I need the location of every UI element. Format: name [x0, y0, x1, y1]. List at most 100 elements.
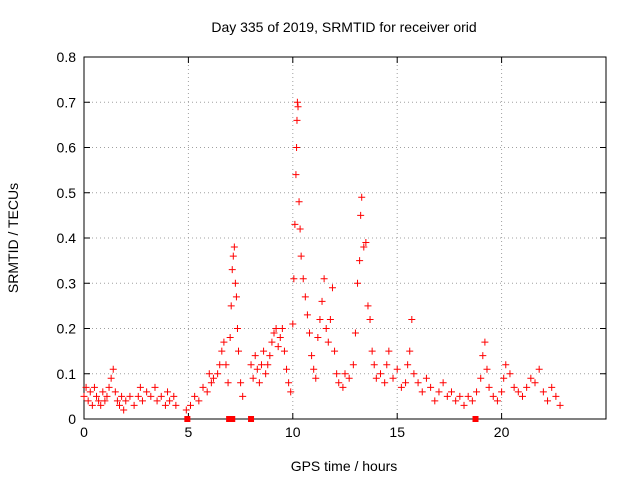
data-point — [370, 361, 378, 369]
data-point — [362, 239, 370, 247]
data-point — [294, 103, 302, 111]
data-point — [257, 361, 265, 369]
data-point — [385, 347, 393, 355]
data-point — [253, 365, 261, 373]
data-point — [122, 397, 130, 405]
data-point — [506, 370, 514, 378]
data-point — [99, 388, 107, 396]
data-point — [354, 279, 362, 287]
data-point — [372, 374, 380, 382]
data-point — [316, 315, 324, 323]
data-point — [293, 98, 301, 106]
data-point — [138, 397, 146, 405]
y-tick-label: 0.1 — [57, 366, 77, 382]
data-point — [255, 379, 263, 387]
data-point — [510, 383, 518, 391]
data-point — [226, 334, 234, 342]
data-point — [84, 397, 92, 405]
data-point — [287, 388, 295, 396]
data-point — [170, 392, 178, 400]
data-point — [191, 392, 199, 400]
data-point — [195, 397, 203, 405]
data-point — [292, 171, 300, 179]
data-point — [182, 406, 190, 414]
data-point — [266, 352, 274, 360]
data-point — [134, 392, 142, 400]
data-point — [427, 383, 435, 391]
data-point — [207, 379, 215, 387]
y-tick-label: 0.5 — [57, 185, 77, 201]
data-point — [456, 392, 464, 400]
data-point — [414, 379, 422, 387]
data-point — [143, 388, 151, 396]
data-point — [397, 383, 405, 391]
data-point — [523, 383, 531, 391]
data-point — [531, 379, 539, 387]
data-point — [247, 361, 255, 369]
data-point — [199, 383, 207, 391]
data-point — [109, 365, 117, 373]
data-point — [285, 379, 293, 387]
data-point — [358, 193, 366, 201]
data-point — [544, 397, 552, 405]
data-point — [205, 370, 213, 378]
data-point — [220, 338, 228, 346]
data-point — [514, 388, 522, 396]
data-point — [431, 397, 439, 405]
data-point — [151, 383, 159, 391]
data-point — [161, 401, 169, 409]
data-point — [393, 365, 401, 373]
data-point — [111, 388, 119, 396]
data-point — [126, 392, 134, 400]
y-axis-label: SRMTID / TECUs — [5, 183, 21, 293]
data-point — [498, 388, 506, 396]
data-point — [489, 392, 497, 400]
data-point — [360, 243, 368, 251]
data-point — [172, 401, 180, 409]
data-point — [231, 279, 239, 287]
data-point — [410, 370, 418, 378]
chart-title: Day 335 of 2019, SRMTID for receiver ori… — [211, 19, 476, 35]
data-point — [97, 401, 105, 409]
data-point — [404, 361, 412, 369]
data-point — [331, 347, 339, 355]
data-point — [301, 293, 309, 301]
x-tick-label: 20 — [494, 424, 510, 440]
data-point — [493, 397, 501, 405]
data-point — [147, 392, 155, 400]
data-point — [443, 392, 451, 400]
data-point — [270, 329, 278, 337]
data-point — [548, 383, 556, 391]
data-points — [80, 98, 564, 422]
data-point — [136, 383, 144, 391]
data-point — [260, 347, 268, 355]
data-point — [318, 297, 326, 305]
data-point — [228, 266, 236, 274]
data-point — [535, 365, 543, 373]
x-tick-label: 0 — [80, 424, 88, 440]
data-point — [447, 388, 455, 396]
x-axis-ticks: 0 5 10 15 20 — [80, 57, 510, 440]
x-tick-label: 5 — [185, 424, 193, 440]
data-point — [339, 383, 347, 391]
data-point — [216, 361, 224, 369]
y-tick-label: 0 — [68, 411, 76, 427]
zero-marker-point — [184, 416, 191, 422]
data-point — [230, 243, 238, 251]
data-point — [368, 347, 376, 355]
data-point — [473, 388, 481, 396]
data-point — [86, 388, 94, 396]
data-point — [418, 388, 426, 396]
data-point — [479, 352, 487, 360]
data-point — [101, 397, 109, 405]
data-point — [227, 302, 235, 310]
data-point — [345, 374, 353, 382]
data-point — [80, 392, 88, 400]
data-point — [381, 379, 389, 387]
data-point — [485, 383, 493, 391]
zero-marker-point — [248, 416, 255, 422]
data-point — [389, 374, 397, 382]
data-point — [402, 379, 410, 387]
data-point — [366, 315, 374, 323]
data-point — [291, 220, 299, 228]
